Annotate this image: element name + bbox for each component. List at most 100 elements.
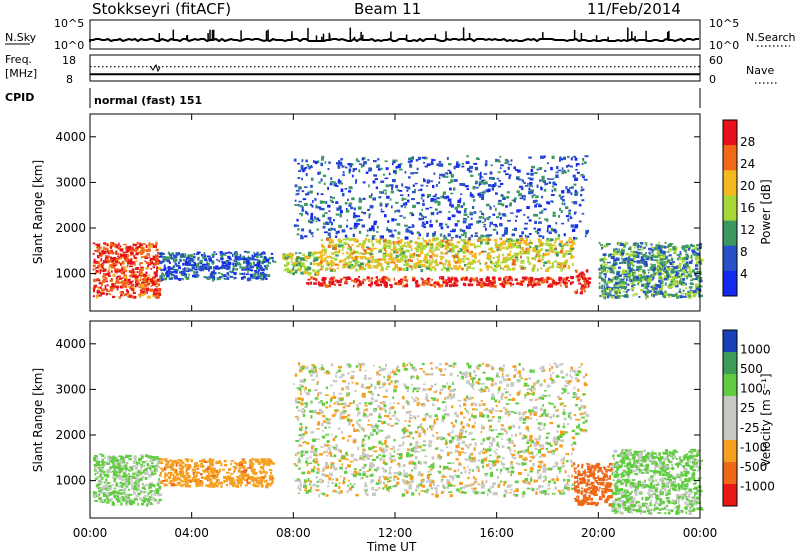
heatmap-cell — [294, 204, 298, 206]
heatmap-cell — [228, 266, 231, 270]
heatmap-cell — [146, 266, 149, 270]
heatmap-cell — [449, 187, 452, 190]
heatmap-cell — [135, 478, 139, 482]
heatmap-cell — [547, 284, 552, 288]
heatmap-cell — [376, 166, 380, 168]
heatmap-cell — [586, 286, 589, 289]
heatmap-cell — [285, 265, 288, 267]
heatmap-cell — [235, 484, 240, 488]
heatmap-cell — [208, 262, 210, 266]
heatmap-cell — [224, 252, 229, 254]
heatmap-cell — [502, 195, 505, 198]
heatmap-cell — [506, 279, 509, 283]
heatmap-cell — [681, 245, 686, 248]
heatmap-cell — [426, 265, 430, 269]
heatmap-cell — [320, 260, 324, 264]
heatmap-cell — [344, 202, 348, 205]
heatmap-cell — [587, 284, 590, 287]
heatmap-cell — [672, 258, 674, 261]
heatmap-cell — [541, 242, 545, 245]
heatmap-cell — [685, 271, 689, 274]
heatmap-cell — [463, 247, 468, 250]
heatmap-cell — [121, 268, 124, 271]
heatmap-cell — [470, 174, 474, 177]
heatmap-cell — [587, 282, 590, 285]
heatmap-cell — [106, 290, 110, 292]
heatmap-cell — [295, 193, 298, 196]
heatmap-cell — [441, 239, 445, 243]
heatmap-cell — [322, 174, 327, 177]
heatmap-cell — [454, 261, 458, 264]
heatmap-cell — [335, 201, 339, 204]
heatmap-cell — [200, 473, 203, 476]
heatmap-cell — [615, 275, 620, 279]
heatmap-cell — [656, 250, 660, 254]
heatmap-cell — [696, 255, 700, 259]
heatmap-cell — [515, 252, 520, 256]
heatmap-cell — [519, 197, 524, 200]
heatmap-cell — [581, 212, 585, 215]
heatmap-cell — [119, 291, 123, 294]
heatmap-cell — [136, 245, 141, 248]
heatmap-cell — [329, 235, 331, 239]
heatmap-cell — [498, 213, 502, 216]
heatmap-cell — [120, 502, 123, 506]
heatmap-cell — [307, 282, 310, 286]
heatmap-cell — [117, 471, 121, 474]
heatmap-cell — [655, 272, 659, 275]
heatmap-cell — [659, 266, 661, 270]
heatmap-cell — [163, 274, 165, 277]
heatmap-cell — [397, 163, 402, 167]
heatmap-cell — [168, 278, 173, 280]
heatmap-cell — [416, 254, 418, 257]
heatmap-cell — [148, 244, 152, 249]
heatmap-cell — [257, 275, 261, 279]
heatmap-cell — [572, 242, 576, 245]
heatmap-cell — [623, 257, 628, 261]
heatmap-cell — [247, 277, 252, 281]
heatmap-cell — [511, 268, 515, 271]
heatmap-cell — [352, 168, 355, 172]
heatmap-cell — [104, 500, 107, 503]
heatmap-cell — [479, 262, 481, 265]
heatmap-cell — [110, 256, 112, 260]
heatmap-cell — [648, 258, 651, 261]
heatmap-cell — [495, 245, 500, 248]
heatmap-cell — [662, 268, 666, 272]
heatmap-cell — [514, 252, 517, 256]
heatmap-cell — [464, 218, 468, 221]
heatmap-cell — [313, 256, 318, 259]
heatmap-cell — [632, 294, 635, 297]
heatmap-cell — [396, 189, 400, 192]
heatmap-cell — [554, 251, 558, 253]
heatmap-cell — [518, 193, 523, 197]
heatmap-cell — [657, 290, 660, 293]
heatmap-cell — [221, 261, 226, 265]
heatmap-cell — [501, 267, 504, 270]
heatmap-cell — [490, 164, 493, 167]
heatmap-cell — [246, 482, 250, 485]
heatmap-cell — [536, 184, 539, 188]
heatmap-cell — [358, 201, 362, 203]
heatmap-cell — [184, 253, 187, 257]
heatmap-cell — [378, 284, 382, 287]
heatmap-cell — [425, 207, 429, 210]
heatmap-cell — [239, 481, 242, 484]
heatmap-cell — [584, 278, 587, 281]
heatmap-cell — [685, 253, 689, 256]
heatmap-cell — [607, 287, 612, 291]
heatmap-cell — [353, 212, 356, 216]
heatmap-cell — [155, 248, 159, 252]
heatmap-cell — [209, 257, 212, 260]
heatmap-cell — [340, 239, 343, 243]
heatmap-cell — [649, 275, 652, 279]
heatmap-cell — [582, 175, 585, 179]
heatmap-cell — [128, 259, 132, 263]
heatmap-cell — [386, 227, 389, 231]
heatmap-cell — [331, 181, 336, 183]
heatmap-cell — [373, 160, 377, 163]
heatmap-cell — [453, 266, 455, 269]
heatmap-cell — [257, 254, 261, 256]
heatmap-cell — [411, 198, 415, 201]
heatmap-cell — [520, 187, 524, 191]
